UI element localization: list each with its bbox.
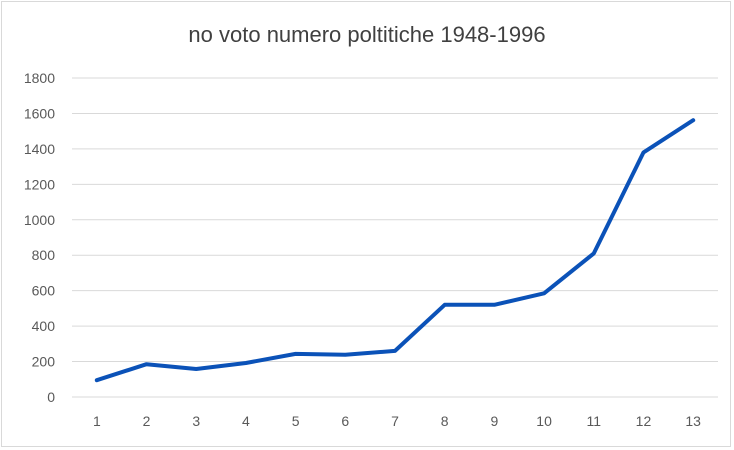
y-tick-label: 1000: [24, 212, 55, 228]
data-point: [244, 361, 248, 365]
y-tick-label: 800: [32, 247, 56, 263]
y-tick-label: 200: [32, 354, 56, 370]
y-tick-label: 600: [32, 283, 56, 299]
y-tick-label: 1800: [24, 70, 55, 86]
x-tick-label: 3: [192, 413, 200, 429]
data-point: [393, 349, 397, 353]
data-point: [542, 291, 546, 295]
x-tick-label: 10: [536, 413, 552, 429]
chart-title: no voto numero poltitiche 1948-1996: [188, 22, 546, 47]
series-line: [94, 118, 696, 383]
x-tick-label: 1: [93, 413, 101, 429]
x-tick-label: 4: [242, 413, 250, 429]
data-point: [294, 352, 298, 356]
data-point: [145, 362, 149, 366]
x-tick-label: 6: [341, 413, 349, 429]
series-layer: [94, 118, 696, 383]
data-point: [343, 353, 347, 357]
x-tick-label: 11: [586, 413, 601, 429]
x-axis-ticks: 1 2 3 4 5 6 7 8 9 10 11 12 13: [93, 413, 701, 429]
y-tick-label: 1200: [24, 176, 55, 192]
data-point: [95, 378, 99, 382]
x-tick-label: 8: [441, 413, 449, 429]
y-tick-label: 1600: [24, 105, 55, 121]
x-tick-label: 12: [636, 413, 652, 429]
data-point: [691, 118, 695, 122]
x-tick-label: 7: [391, 413, 399, 429]
y-tick-label: 400: [32, 318, 56, 334]
x-tick-label: 13: [685, 413, 701, 429]
y-axis-ticks: 0 200 400 600 800 1000 1200 1400 1600 1800: [24, 70, 55, 405]
data-point: [194, 367, 198, 371]
data-point: [592, 251, 596, 255]
x-tick-label: 2: [143, 413, 151, 429]
y-tick-label: 1400: [24, 141, 55, 157]
data-point: [492, 303, 496, 307]
data-point: [641, 150, 645, 154]
x-tick-label: 9: [490, 413, 498, 429]
y-tick-label: 0: [47, 389, 55, 405]
data-point: [443, 303, 447, 307]
x-tick-label: 5: [292, 413, 300, 429]
